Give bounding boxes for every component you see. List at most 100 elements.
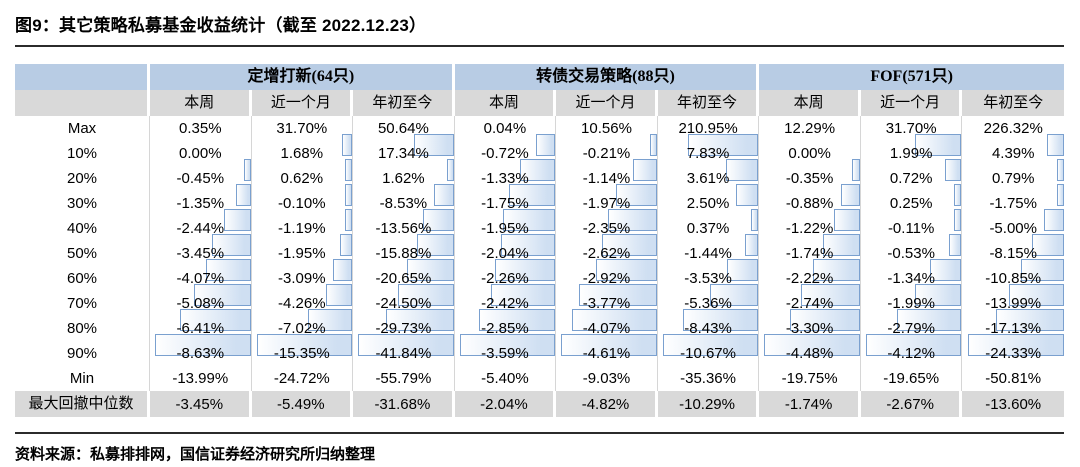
column-header-row: 本周 近一个月 年初至今 本周 近一个月 年初至今 本周 近一个月 年初至今 — [15, 90, 1064, 116]
column-header: 本周 — [759, 90, 861, 116]
cell-value: -2.35% — [582, 220, 631, 237]
value-cell: -3.30% — [759, 309, 861, 341]
column-header: 年初至今 — [657, 90, 760, 116]
data-bar — [1046, 134, 1064, 156]
data-bar — [896, 309, 962, 331]
corner-cell — [15, 64, 150, 90]
data-bar — [996, 309, 1064, 331]
cell-value: 226.32% — [983, 120, 1043, 137]
data-bar — [536, 134, 556, 156]
value-cell: -4.61% — [556, 334, 658, 366]
value-cell: -19.65% — [860, 366, 963, 391]
value-cell: -24.33% — [962, 334, 1064, 366]
cell-value: -0.72% — [481, 145, 529, 162]
table-row: 70% -5.08% -4.26% -24.50% -2.42% -3.77% -5.36%… — [15, 284, 1064, 316]
data-bar — [602, 234, 657, 256]
value-cell: -4.26% — [251, 284, 354, 316]
value-cell: -0.53% — [860, 234, 963, 266]
value-cell: -2.04% — [454, 391, 557, 417]
data-bar — [256, 334, 353, 356]
cell-value: -13.99% — [985, 295, 1042, 312]
value-cell: 0.00% — [150, 141, 252, 166]
value-cell: -1.74% — [759, 234, 861, 266]
row-label: 90% — [15, 341, 150, 366]
data-bar — [397, 284, 454, 306]
value-cell: -5.08% — [150, 284, 252, 316]
value-cell: 12.29% — [759, 116, 861, 141]
data-bar — [358, 334, 454, 356]
cell-value: 2.50% — [686, 195, 730, 212]
cell-value: -10.85% — [985, 270, 1042, 287]
data-bar — [1020, 259, 1064, 281]
data-bar — [212, 234, 251, 256]
data-bar — [194, 284, 251, 306]
data-bar — [479, 309, 556, 331]
value-cell: -0.35% — [759, 159, 861, 191]
value-cell: -3.53% — [657, 259, 760, 291]
data-bar — [1031, 234, 1064, 256]
cell-value: -2.74% — [785, 295, 834, 312]
data-bar — [710, 284, 759, 306]
data-bar — [308, 309, 353, 331]
cell-value: -2.44% — [176, 220, 225, 237]
data-bar — [446, 159, 454, 181]
column-header: 年初至今 — [962, 90, 1064, 116]
value-cell: -5.49% — [251, 391, 354, 417]
column-header: 近一个月 — [556, 90, 658, 116]
data-bar — [572, 309, 657, 331]
data-bar — [205, 259, 251, 281]
value-cell: -0.11% — [860, 209, 963, 241]
value-cell: -2.62% — [556, 234, 658, 266]
cell-value: -3.45% — [176, 245, 225, 262]
data-bar — [490, 284, 556, 306]
source-note: 资料来源：私募排排网，国信证券经济研究所归纳整理 — [15, 446, 376, 463]
cell-value: 0.00% — [788, 145, 831, 162]
table-header: 定增打新(64只) 转债交易策略(88只) FOF(571只) 本周 近一个月 年初至今本… — [15, 64, 1064, 116]
cell-value: -1.44% — [684, 245, 732, 262]
cell-value: 0.62% — [280, 170, 324, 187]
row-label: 最大回撤中位数 — [15, 391, 150, 417]
data-bar — [339, 234, 353, 256]
data-bar — [726, 159, 759, 181]
data-bar — [751, 209, 759, 231]
cell-value: -19.75% — [781, 370, 838, 387]
cell-value: -8.53% — [379, 195, 428, 212]
cell-value: -4.26% — [278, 295, 326, 312]
column-header: 近一个月 — [860, 90, 963, 116]
cell-value: 1.68% — [280, 145, 324, 162]
value-cell: -1.34% — [860, 259, 963, 291]
data-bar — [345, 184, 353, 206]
cell-value: -2.26% — [481, 270, 529, 287]
value-cell: 10.56% — [556, 116, 658, 141]
cell-value: 17.34% — [377, 145, 429, 162]
cell-value: 0.25% — [889, 195, 933, 212]
cell-value: -1.95% — [481, 220, 529, 237]
cell-value: -4.61% — [582, 345, 631, 362]
cell-value: -24.50% — [375, 295, 432, 312]
data-bar — [578, 284, 657, 306]
cell-value: 0.00% — [179, 145, 222, 162]
row-label: Min — [15, 366, 150, 391]
value-cell: -13.60% — [962, 391, 1064, 417]
data-bar — [243, 159, 251, 181]
cell-value: 0.72% — [889, 170, 933, 187]
value-cell: -0.45% — [150, 159, 252, 191]
cell-value: -2.85% — [481, 320, 529, 337]
data-bar — [915, 284, 962, 306]
data-bar — [801, 284, 860, 306]
cell-value: -5.08% — [176, 295, 225, 312]
cell-value: -2.22% — [785, 270, 834, 287]
cell-value: -31.68% — [374, 395, 431, 413]
data-bar — [633, 159, 657, 181]
cell-value: -1.75% — [989, 195, 1037, 212]
value-cell: -8.63% — [150, 334, 252, 366]
value-cell: -2.67% — [860, 391, 963, 417]
value-cell: -8.43% — [657, 309, 760, 341]
cell-value: -9.03% — [582, 370, 631, 387]
row-label: 50% — [15, 241, 150, 266]
column-header: 近一个月 — [251, 90, 354, 116]
data-bar — [954, 209, 962, 231]
data-bar — [649, 134, 657, 156]
data-bar — [561, 334, 657, 356]
